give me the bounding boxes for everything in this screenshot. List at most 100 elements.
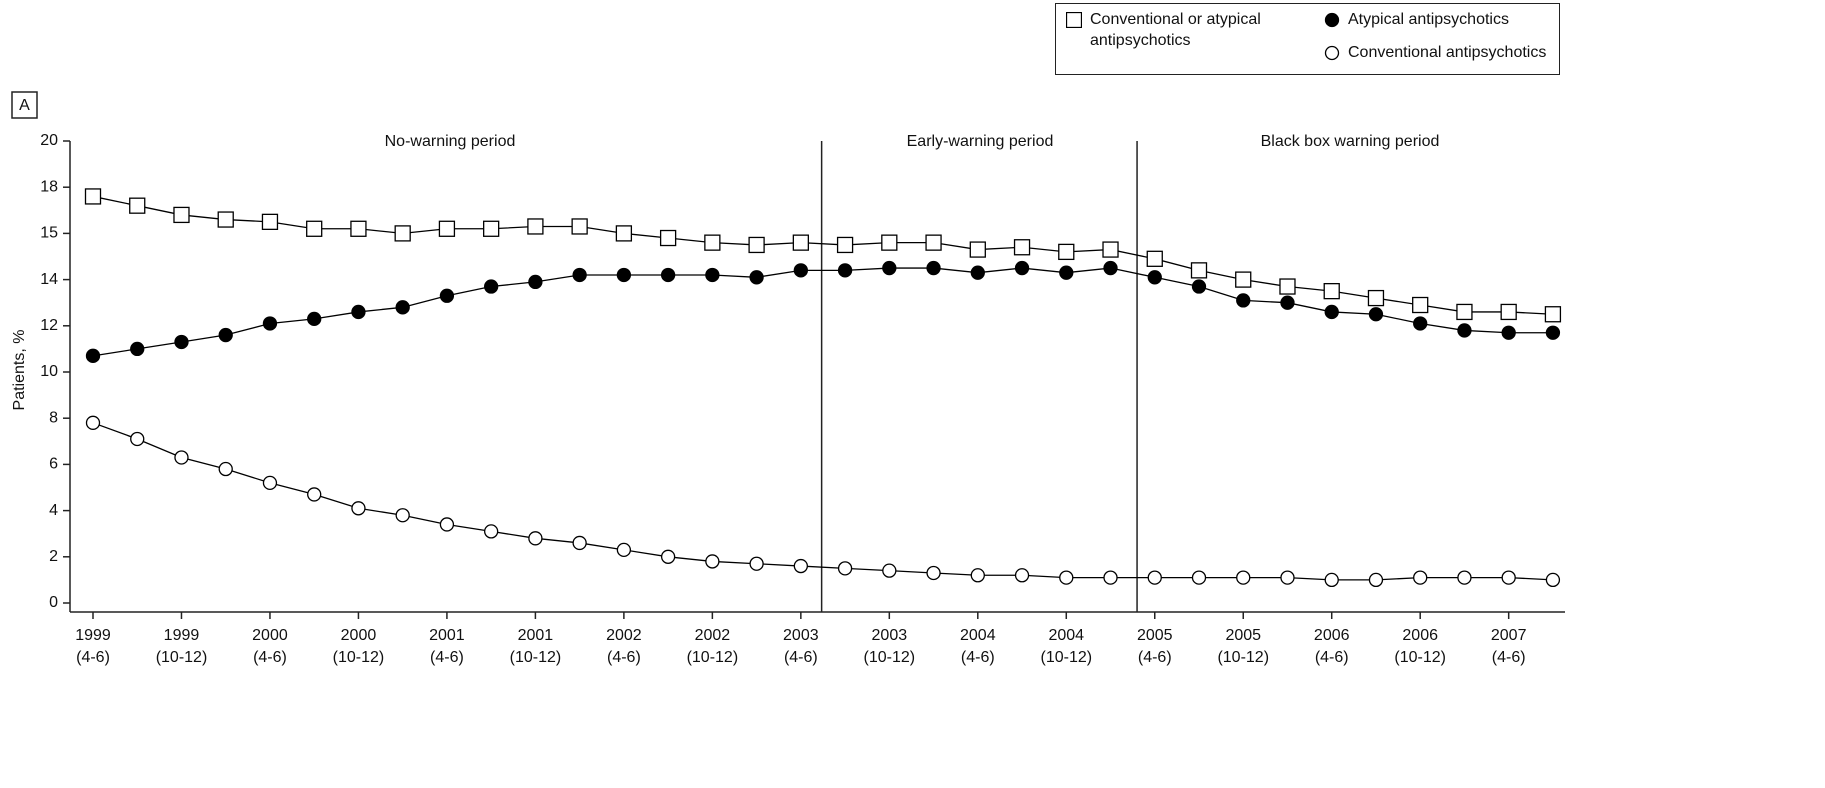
marker-filled: [970, 265, 985, 280]
series-line: [92, 195, 1553, 315]
legend-item: Conventional or atypical antipsychotics: [1066, 9, 1270, 51]
x-tick-label: 2006 (4-6): [1314, 627, 1350, 666]
y-tick-label: 10: [40, 363, 58, 380]
y-tick-label: 8: [49, 409, 58, 426]
x-tick-label: 1999 (4-6): [75, 627, 111, 666]
marker-open: [1014, 568, 1030, 583]
y-tick-label: 2: [49, 548, 58, 565]
marker-filled: [660, 267, 676, 283]
marker-square: [1102, 241, 1119, 258]
y-tick-label: 0: [49, 594, 58, 611]
marker-filled: [1014, 260, 1030, 276]
x-tick-label: 2005 (10-12): [1217, 627, 1269, 666]
marker-filled: [793, 263, 808, 278]
y-tick-label: 12: [40, 317, 58, 334]
marker-filled: [262, 316, 278, 331]
period-label: Black box warning period: [1261, 133, 1440, 150]
marker-square: [129, 197, 146, 214]
marker-open: [1324, 572, 1339, 588]
legend-marker: [1066, 12, 1082, 28]
marker-open: [85, 415, 101, 430]
marker-filled: [705, 267, 720, 283]
marker-square: [1412, 296, 1429, 314]
marker-open: [1103, 570, 1118, 585]
marker-open: [1324, 45, 1340, 61]
marker-filled: [1280, 295, 1295, 310]
y-tick-label: 4: [49, 502, 58, 519]
legend-label: Conventional antipsychotics: [1348, 44, 1547, 61]
panel-box: [11, 91, 38, 119]
marker-filled: [395, 300, 410, 315]
marker-square: [1013, 239, 1031, 256]
x-tick-label: 2007 (4-6): [1491, 627, 1527, 666]
x-tick-label: 2003 (10-12): [864, 627, 916, 666]
marker-square: [969, 241, 986, 258]
marker-open: [1191, 570, 1207, 585]
marker-filled: [1103, 260, 1118, 276]
marker-open: [793, 558, 808, 574]
marker-filled: [1457, 323, 1472, 338]
marker-open: [484, 524, 499, 539]
marker-square: [659, 229, 677, 247]
marker-open: [837, 561, 853, 576]
marker-square: [84, 188, 102, 205]
marker-filled: [749, 270, 764, 285]
marker-filled: [1236, 293, 1251, 308]
period-label: Early-warning period: [907, 133, 1054, 150]
series-line: [92, 422, 1553, 581]
x-tick-label: 2000 (10-12): [333, 627, 385, 666]
marker-filled: [351, 304, 366, 320]
marker-square: [173, 206, 190, 224]
marker-open: [130, 431, 145, 447]
x-tick-label: 2000 (4-6): [252, 627, 288, 666]
marker-filled: [130, 341, 145, 357]
marker-square: [527, 218, 544, 235]
x-tick-label: 2005 (4-6): [1137, 627, 1173, 666]
y-tick-label: 6: [49, 456, 58, 473]
marker-filled: [882, 260, 897, 276]
marker-filled: [1324, 304, 1339, 320]
marker-open: [439, 517, 455, 532]
marker-square: [925, 234, 942, 251]
x-tick-label: 2004 (10-12): [1040, 627, 1092, 666]
panel-label: A: [19, 97, 30, 114]
marker-filled: [484, 279, 499, 294]
x-tick-label: 2004 (4-6): [960, 627, 996, 666]
marker-filled: [218, 327, 233, 343]
x-tick-label: 2002 (4-6): [606, 627, 642, 666]
x-tick-label: 2001 (4-6): [429, 627, 465, 666]
x-tick-label: 2006 (10-12): [1394, 627, 1446, 666]
period-label: No-warning period: [385, 133, 516, 150]
marker-filled: [439, 288, 455, 303]
marker-open: [1501, 570, 1516, 585]
marker-open: [528, 531, 543, 546]
marker-square: [1500, 303, 1517, 321]
marker-square: [306, 220, 323, 237]
marker-open: [660, 549, 676, 564]
marker-square: [836, 236, 854, 254]
marker-open: [262, 475, 278, 491]
marker-open: [882, 563, 897, 578]
marker-filled: [1059, 265, 1074, 280]
marker-open: [395, 508, 410, 523]
marker-open: [749, 556, 764, 571]
marker-square: [1235, 271, 1252, 288]
marker-square: [792, 234, 809, 251]
marker-square: [1367, 289, 1385, 307]
marker-open: [1236, 570, 1251, 585]
marker-square: [1456, 303, 1473, 321]
marker-open: [1147, 570, 1162, 585]
marker-open: [970, 568, 985, 583]
marker-filled: [837, 263, 853, 278]
legend-marker: [1324, 45, 1340, 61]
marker-square: [1066, 12, 1082, 28]
marker-square: [615, 225, 633, 242]
marker-filled: [1368, 307, 1384, 322]
legend: Conventional or atypical antipsychotics A…: [1055, 3, 1560, 75]
marker-filled: [1147, 270, 1162, 285]
legend-label: Atypical antipsychotics: [1348, 11, 1509, 28]
marker-filled: [572, 267, 587, 283]
marker-open: [218, 461, 233, 477]
